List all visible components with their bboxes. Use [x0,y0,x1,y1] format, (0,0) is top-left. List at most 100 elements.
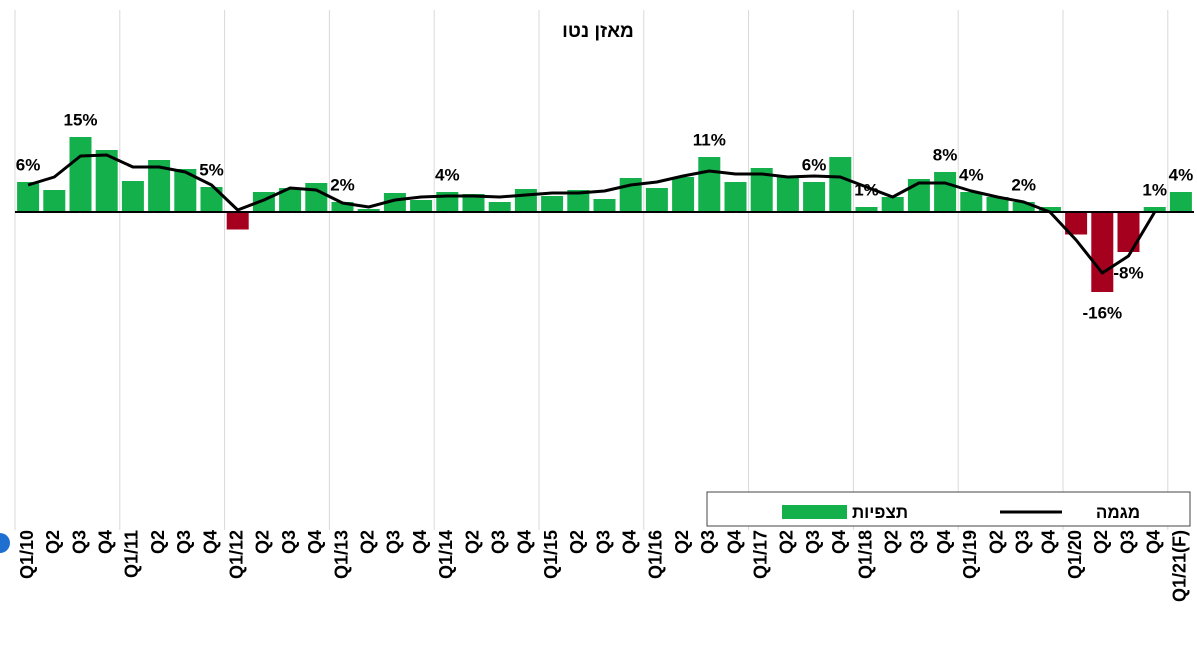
data-label: 1% [854,180,879,199]
x-tick-label: Q4 [95,530,115,554]
x-tick-label: Q2 [462,530,482,554]
x-tick-label: Q1/18 [855,530,875,579]
legend-swatch [782,505,847,519]
bar [488,202,511,212]
bar [331,202,354,212]
x-tick-label: Q2 [43,530,63,554]
x-tick-label: Q3 [174,530,194,554]
data-label: -8% [1113,263,1143,282]
data-label: 6% [16,155,41,174]
x-tick-label: Q2 [986,530,1006,554]
bar [1012,202,1035,212]
bar [279,188,302,212]
bar [17,182,40,212]
bar [410,200,433,212]
legend-label: תצפיות [852,503,908,522]
bar [1038,207,1061,212]
x-tick-label: Q2 [148,530,168,554]
bar [541,196,564,212]
bar [803,182,826,212]
x-tick-label: Q1/17 [750,530,770,579]
x-tick-label: Q2 [357,530,377,554]
bar [305,183,328,212]
x-tick-label: Q3 [908,530,928,554]
data-label: 15% [63,110,97,129]
x-tick-label: Q3 [803,530,823,554]
bar [855,207,878,212]
x-tick-label: Q4 [1039,530,1059,554]
x-tick-label: Q4 [829,530,849,554]
x-tick-label: Q3 [488,530,508,554]
x-tick-label: Q3 [384,530,404,554]
bar [776,176,799,212]
bar [829,157,852,212]
x-tick-label: Q2 [567,530,587,554]
data-label: 5% [199,160,224,179]
bar [934,172,957,212]
x-tick-label: Q1/12 [226,530,246,579]
x-tick-label: Q2 [672,530,692,554]
x-tick-label: Q4 [305,530,325,554]
x-tick-label: Q4 [410,530,430,554]
x-tick-label: Q1/10 [17,530,37,579]
x-tick-label: Q4 [515,530,535,554]
bar [200,187,223,212]
bar [1065,212,1088,235]
x-tick-label: Q1/20 [1065,530,1085,579]
bar [514,189,537,212]
data-label: 4% [959,165,984,184]
data-label: 4% [1169,165,1194,184]
x-tick-label: Q1/16 [646,530,666,579]
bar [724,182,747,212]
bar [750,168,773,212]
data-label: -16% [1082,303,1122,322]
trend-line [27,153,1156,275]
x-tick-label: Q2 [1091,530,1111,554]
bar [593,199,616,212]
x-tick-label: Q3 [1117,530,1137,554]
x-tick-label: Q3 [279,530,299,554]
bar [567,190,590,212]
x-tick-label: Q1/15 [541,530,561,579]
bar [881,197,904,212]
bar [672,177,695,212]
data-label: 1% [1142,180,1167,199]
bar [1091,212,1114,292]
data-label: 6% [802,155,827,174]
data-label: 2% [330,175,355,194]
x-tick-label: Q3 [698,530,718,554]
bar [1169,192,1192,212]
bar [148,160,171,212]
x-tick-label: Q3 [593,530,613,554]
x-tick-label: Q4 [200,530,220,554]
bar [357,209,380,212]
bar [462,194,485,212]
chart-title: מאזן נטו [562,21,634,42]
data-label: 4% [435,165,460,184]
bar [43,190,66,212]
x-tick-label: Q2 [881,530,901,554]
x-tick-label: Q4 [934,530,954,554]
data-label: 8% [933,145,958,164]
bar [1143,207,1166,212]
bar [986,197,1009,212]
bar [645,188,668,212]
x-tick-label: Q3 [1012,530,1032,554]
edge-marker [0,533,10,553]
x-tick-label: Q4 [724,530,744,554]
x-tick-label: Q4 [619,530,639,554]
x-tick-label: Q2 [253,530,273,554]
x-tick-label: Q2 [777,530,797,554]
bar [383,193,406,212]
x-tick-label: Q4 [1143,530,1163,554]
x-tick-label: Q1/13 [331,530,351,579]
bar [121,181,144,212]
x-tick-label: Q1/19 [960,530,980,579]
x-tick-label: Q1/21(F) [1170,530,1190,602]
data-label: 2% [1011,175,1036,194]
bar [95,150,118,212]
bar [69,137,92,212]
x-tick-label: Q1/14 [436,530,456,579]
legend-label: מגמה [1096,503,1140,522]
